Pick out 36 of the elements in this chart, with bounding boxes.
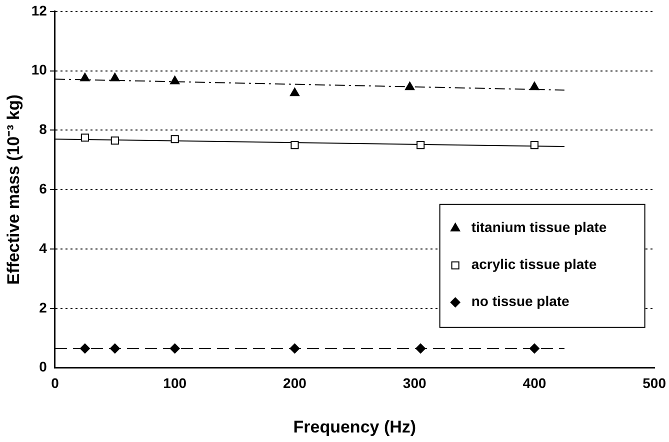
y-tick-label: 10 [31,62,48,78]
y-tick-label: 2 [39,299,48,316]
legend-label: no tissue plate [471,293,570,310]
point [530,82,540,90]
point [404,82,415,90]
x-tick-label: 400 [522,375,546,392]
legend-label: acrylic tissue plate [471,256,597,272]
y-axis-title: Effective mass (10⁻³ kg) [4,94,23,285]
point [290,88,300,96]
point [110,343,120,354]
x-tick-label: 100 [163,375,187,392]
y-tick-label: 6 [39,180,48,196]
y-tick-label: 12 [31,2,48,18]
point [80,72,90,82]
x-tick-label: 300 [402,375,426,392]
point [110,72,120,82]
x-axis-title: Frequency (Hz) [293,417,416,436]
point [80,134,89,142]
x-tick-label: 0 [51,375,60,392]
point [110,136,119,145]
x-tick-label: 200 [283,375,307,392]
y-tick-label: 4 [39,240,48,256]
y-tick-label: 0 [39,358,48,375]
point [416,141,425,150]
point [170,135,179,144]
point [529,343,540,354]
point [290,141,299,150]
point [530,141,538,150]
x-tick-label: 500 [642,375,666,392]
legend-label: titanium tissue plate [471,219,607,236]
point [416,343,426,354]
point [290,343,300,354]
y-tick-label: 8 [39,121,48,138]
point [80,343,90,354]
point [170,76,180,84]
point [170,343,180,354]
